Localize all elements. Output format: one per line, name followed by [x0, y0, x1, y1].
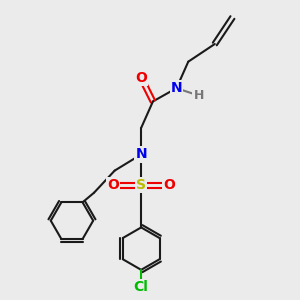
Text: Cl: Cl [134, 280, 148, 294]
Text: N: N [171, 81, 182, 95]
Text: H: H [194, 89, 204, 102]
Text: N: N [135, 147, 147, 161]
Text: S: S [136, 178, 146, 192]
Text: O: O [163, 178, 175, 192]
Text: O: O [107, 178, 119, 192]
Text: O: O [135, 71, 147, 85]
